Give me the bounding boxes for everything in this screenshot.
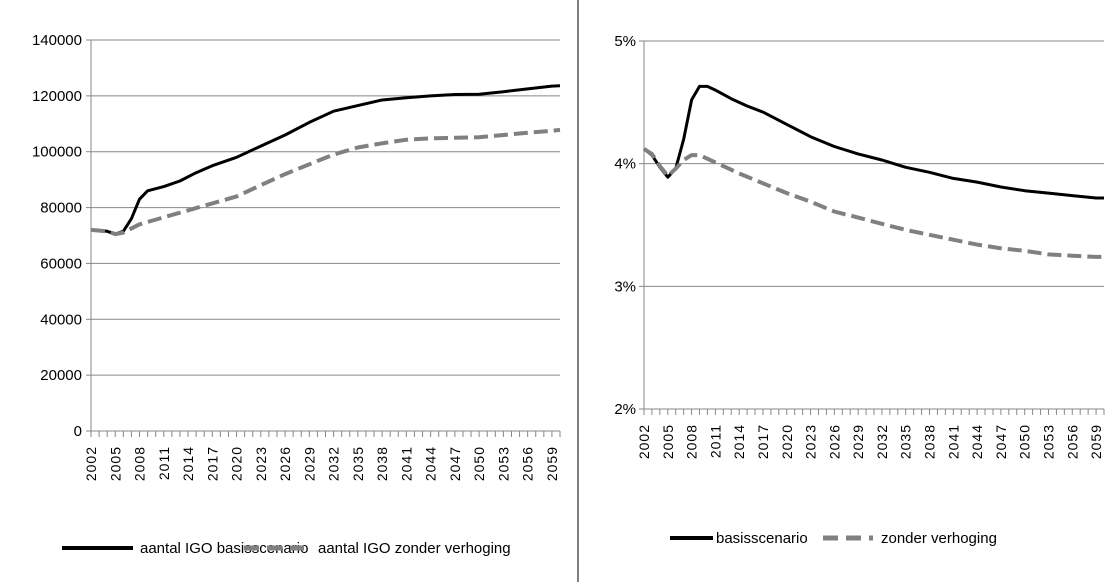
x-tick-label: 2011 bbox=[156, 446, 172, 480]
x-tick-label: 2008 bbox=[132, 446, 148, 481]
legend-label: zonder verhoging bbox=[881, 530, 997, 547]
x-tick-label: 2014 bbox=[731, 424, 747, 459]
panel-divider bbox=[577, 0, 579, 582]
x-tick-label: 2038 bbox=[922, 424, 938, 459]
x-tick-label: 2035 bbox=[898, 424, 914, 459]
x-tick-label: 2056 bbox=[1064, 424, 1080, 459]
x-tick-label: 2032 bbox=[874, 424, 890, 459]
x-tick-label: 2002 bbox=[636, 424, 652, 459]
x-tick-label: 2059 bbox=[544, 446, 560, 481]
right-chart-panel: 2% 3% 4% 5% 2002 2005 2008 2011 2014 2017 2020 2023… bbox=[579, 0, 1106, 582]
x-tick-label: 2038 bbox=[374, 446, 390, 481]
series-line-2 bbox=[642, 147, 1104, 259]
x-tick-label: 2041 bbox=[398, 446, 414, 481]
x-tick-label: 2035 bbox=[350, 446, 366, 481]
left-line-chart: 0 20000 40000 60000 80000 100000 120000 140000 2… bbox=[32, 32, 561, 557]
x-tick-label: 2020 bbox=[229, 446, 245, 481]
x-tick-label: 2053 bbox=[495, 446, 511, 481]
x-tick-label: 2044 bbox=[423, 446, 439, 481]
y-tick-label: 0 bbox=[74, 423, 82, 440]
x-tick-label: 2026 bbox=[826, 424, 842, 459]
right-line-chart: 2% 3% 4% 5% 2002 2005 2008 2011 2014 2017 2020 2023… bbox=[614, 33, 1105, 547]
x-tick-label: 2047 bbox=[447, 446, 463, 481]
y-tick-label: 60000 bbox=[40, 255, 82, 272]
x-tick-label: 2050 bbox=[1017, 424, 1033, 459]
y-tick-label: 2% bbox=[614, 401, 636, 418]
x-tick-label: 2026 bbox=[277, 446, 293, 481]
legend-label: aantal IGO zonder verhoging bbox=[318, 540, 511, 557]
series-line-1 bbox=[90, 84, 561, 236]
x-tick-label: 2023 bbox=[253, 446, 269, 481]
y-tick-label: 40000 bbox=[40, 311, 82, 328]
y-tick-label: 100000 bbox=[32, 144, 82, 161]
x-tick-label: 2023 bbox=[803, 424, 819, 459]
y-tick-label: 120000 bbox=[32, 88, 82, 105]
y-tick-label: 20000 bbox=[40, 367, 82, 384]
series-line-2 bbox=[90, 127, 561, 237]
x-tick-label: 2005 bbox=[660, 424, 676, 459]
x-tick-label: 2017 bbox=[755, 424, 771, 459]
x-tick-label: 2053 bbox=[1040, 424, 1056, 459]
legend-label: basisscenario bbox=[716, 530, 808, 547]
left-chart-panel: 0 20000 40000 60000 80000 100000 120000 140000 2… bbox=[31, 32, 561, 557]
x-tick-label: 2017 bbox=[204, 446, 220, 481]
y-tick-label: 3% bbox=[614, 278, 636, 295]
x-tick-label: 2029 bbox=[301, 446, 317, 481]
x-tick-label: 2005 bbox=[107, 446, 123, 481]
x-tick-label: 2014 bbox=[180, 446, 196, 481]
x-tick-label: 2041 bbox=[945, 424, 961, 459]
x-tick-label: 2020 bbox=[779, 424, 795, 459]
y-tick-label: 4% bbox=[614, 156, 636, 173]
legend-label: aantal IGO basisscenario bbox=[140, 540, 308, 557]
x-tick-label: 2047 bbox=[993, 424, 1009, 459]
x-tick-label: 2059 bbox=[1088, 424, 1104, 459]
x-tick-label: 2044 bbox=[969, 424, 985, 459]
x-tick-label: 2008 bbox=[684, 424, 700, 459]
y-tick-label: 140000 bbox=[32, 32, 82, 49]
x-tick-label: 2032 bbox=[326, 446, 342, 481]
series-line-1 bbox=[643, 84, 1104, 200]
x-tick-label: 2056 bbox=[520, 446, 536, 481]
y-tick-label: 5% bbox=[614, 33, 636, 50]
x-tick-label: 2050 bbox=[471, 446, 487, 481]
y-tick-label: 80000 bbox=[40, 200, 82, 217]
x-tick-label: 2029 bbox=[850, 424, 866, 459]
x-tick-label: 2011 bbox=[707, 424, 723, 458]
x-tick-label: 2002 bbox=[83, 446, 99, 481]
